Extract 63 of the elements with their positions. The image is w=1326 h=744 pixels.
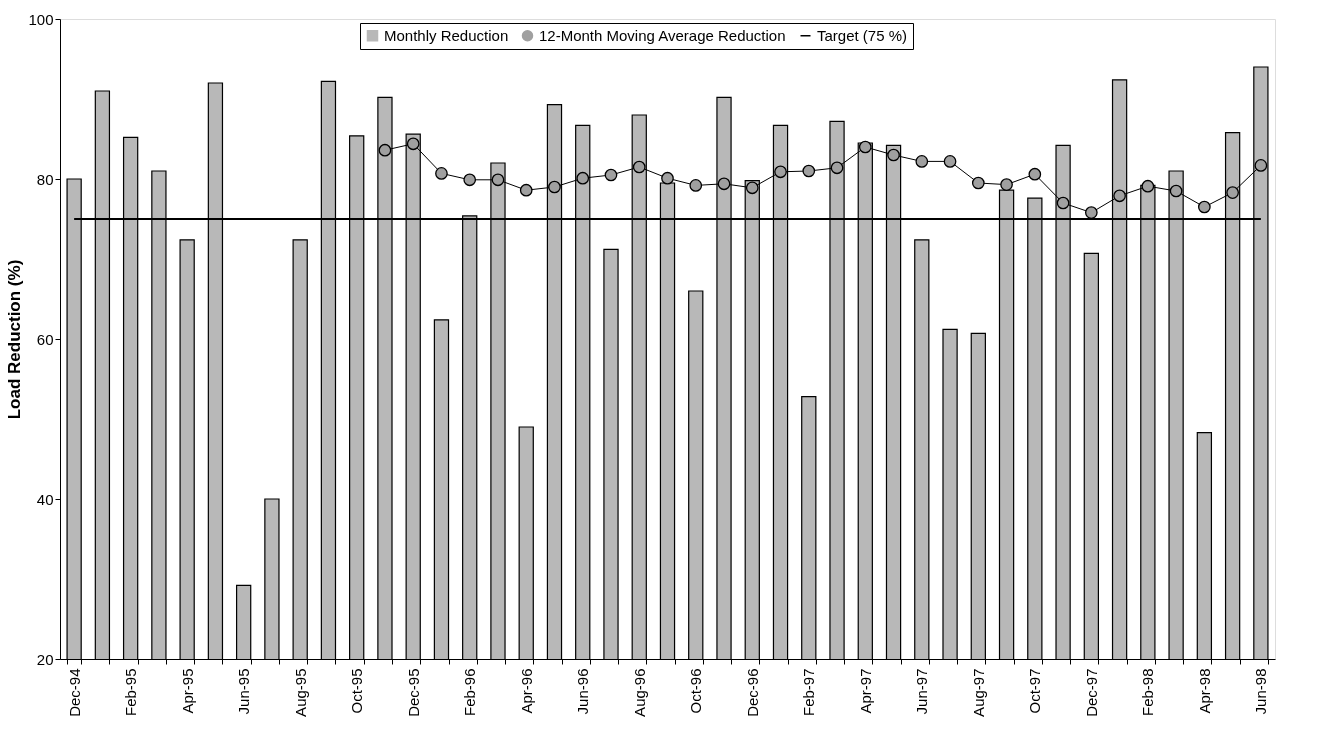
x-tick-label: Jun-95 [235, 668, 253, 715]
y-tick-label: 80 [36, 170, 54, 188]
point [1056, 196, 1070, 210]
point [406, 137, 420, 151]
point [632, 160, 646, 174]
point [661, 171, 674, 185]
point [830, 161, 844, 175]
x-tick-label: Oct-95 [348, 668, 366, 714]
point [915, 155, 929, 168]
point [463, 173, 477, 187]
y-axis-title: Load Reduction (%) [5, 259, 25, 420]
point [491, 173, 505, 187]
point [802, 164, 816, 178]
point [1113, 189, 1126, 203]
point [1000, 178, 1013, 191]
x-tick-label: Aug-97 [969, 668, 987, 717]
point [576, 171, 590, 185]
x-tick-label: Dec-96 [743, 668, 761, 717]
x-tick-label: Apr-95 [178, 668, 196, 714]
point [717, 177, 731, 191]
x-tick-label: Aug-95 [291, 668, 309, 717]
x-tick-label: Dec-97 [1082, 668, 1100, 717]
x-tick-label: Feb-97 [800, 668, 818, 717]
point [745, 181, 759, 195]
x-tick-label: Apr-98 [1195, 668, 1213, 714]
x-tick-label: Apr-96 [517, 668, 535, 714]
point [774, 165, 787, 179]
point [1028, 167, 1042, 181]
point [971, 176, 985, 190]
x-tick-label: Apr-97 [856, 668, 874, 714]
x-tick-label: Feb-96 [461, 668, 479, 717]
point [689, 179, 703, 192]
y-tick-label: 60 [36, 330, 54, 348]
x-tick-label: Jun-96 [574, 668, 592, 715]
x-tick-label: Aug-96 [630, 668, 648, 717]
point [1141, 179, 1155, 193]
legend-label: Monthly Reduction [384, 26, 509, 44]
x-tick-label: Feb-98 [1139, 668, 1157, 717]
point [1198, 200, 1211, 214]
point [1084, 206, 1098, 219]
x-tick-label: Oct-97 [1026, 668, 1044, 714]
x-tick-label: Oct-96 [687, 668, 705, 714]
point [604, 168, 618, 182]
legend-label: 12-Month Moving Average Reduction [539, 26, 786, 44]
point [1169, 184, 1183, 198]
point [378, 143, 392, 157]
point [1254, 159, 1268, 172]
point [519, 183, 533, 197]
legend-label: Target (75 %) [817, 26, 908, 44]
x-tick-label: Jun-98 [1252, 668, 1270, 715]
point [943, 155, 957, 168]
y-tick-label: 20 [36, 650, 54, 668]
y-tick-label: 40 [36, 490, 54, 508]
point [548, 180, 561, 194]
point [858, 140, 872, 154]
x-tick-label: Jun-97 [913, 668, 931, 715]
x-tick-label: Dec-94 [65, 668, 83, 717]
x-tick-label: Feb-95 [122, 668, 140, 717]
x-tick-label: Dec-95 [404, 668, 422, 717]
y-tick-label: 100 [28, 10, 54, 28]
point [887, 148, 900, 162]
point [435, 167, 448, 180]
point [1226, 186, 1239, 199]
